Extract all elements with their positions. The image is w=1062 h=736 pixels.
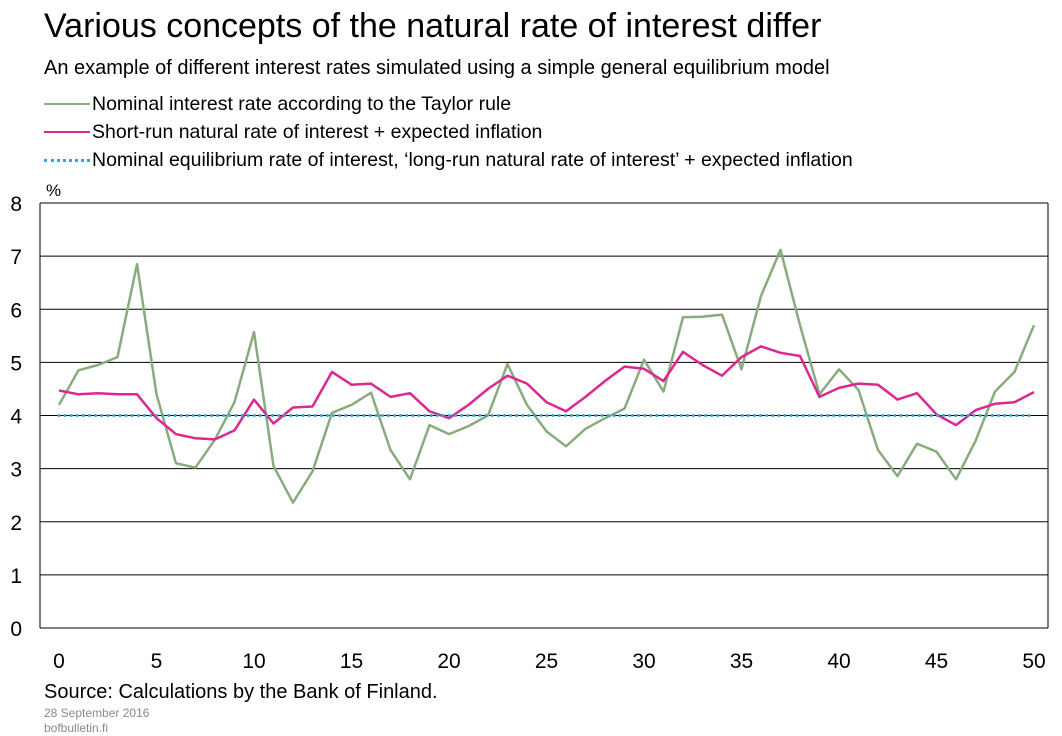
y-tick-label-0: 0 — [10, 618, 22, 641]
x-tick-label-35: 35 — [730, 650, 753, 673]
legend-label-short-run: Short-run natural rate of interest + exp… — [92, 121, 543, 143]
y-tick-label-7: 7 — [10, 246, 22, 269]
legend-swatch-equilibrium — [44, 159, 90, 162]
y-axis-unit-label: % — [46, 181, 61, 200]
y-tick-label-2: 2 — [10, 512, 22, 535]
x-tick-label-10: 10 — [242, 650, 265, 673]
chart-subtitle: An example of different interest rates s… — [44, 57, 830, 79]
x-tick-label-50: 50 — [1022, 650, 1045, 673]
publication-date: 28 September 2016 — [44, 706, 150, 720]
x-tick-label-5: 5 — [151, 650, 163, 673]
x-tick-label-25: 25 — [535, 650, 558, 673]
y-tick-label-1: 1 — [10, 565, 22, 588]
y-tick-label-4: 4 — [10, 406, 22, 429]
x-tick-label-30: 30 — [632, 650, 655, 673]
x-tick-label-15: 15 — [340, 650, 363, 673]
legend-label-taylor: Nominal interest rate according to the T… — [92, 93, 512, 115]
source-note: Source: Calculations by the Bank of Finl… — [44, 681, 438, 703]
series-line-short-run-natural-rate — [58, 345, 1035, 441]
chart-title: Various concepts of the natural rate of … — [44, 7, 822, 45]
legend-label-equilibrium: Nominal equilibrium rate of interest, ‘l… — [92, 149, 853, 171]
y-tick-label-8: 8 — [10, 193, 22, 216]
legend-swatch-taylor — [44, 103, 90, 105]
y-tick-label-5: 5 — [10, 352, 22, 375]
x-tick-label-45: 45 — [925, 650, 948, 673]
x-tick-label-20: 20 — [437, 650, 460, 673]
x-tick-label-0: 0 — [53, 650, 65, 673]
y-tick-label-3: 3 — [10, 459, 22, 482]
series-line-taylor-rule — [57, 248, 1036, 504]
legend-swatch-short-run — [44, 131, 90, 133]
x-tick-label-40: 40 — [827, 650, 850, 673]
y-tick-label-6: 6 — [10, 299, 22, 322]
site-name: bofbulletin.fi — [44, 721, 109, 735]
